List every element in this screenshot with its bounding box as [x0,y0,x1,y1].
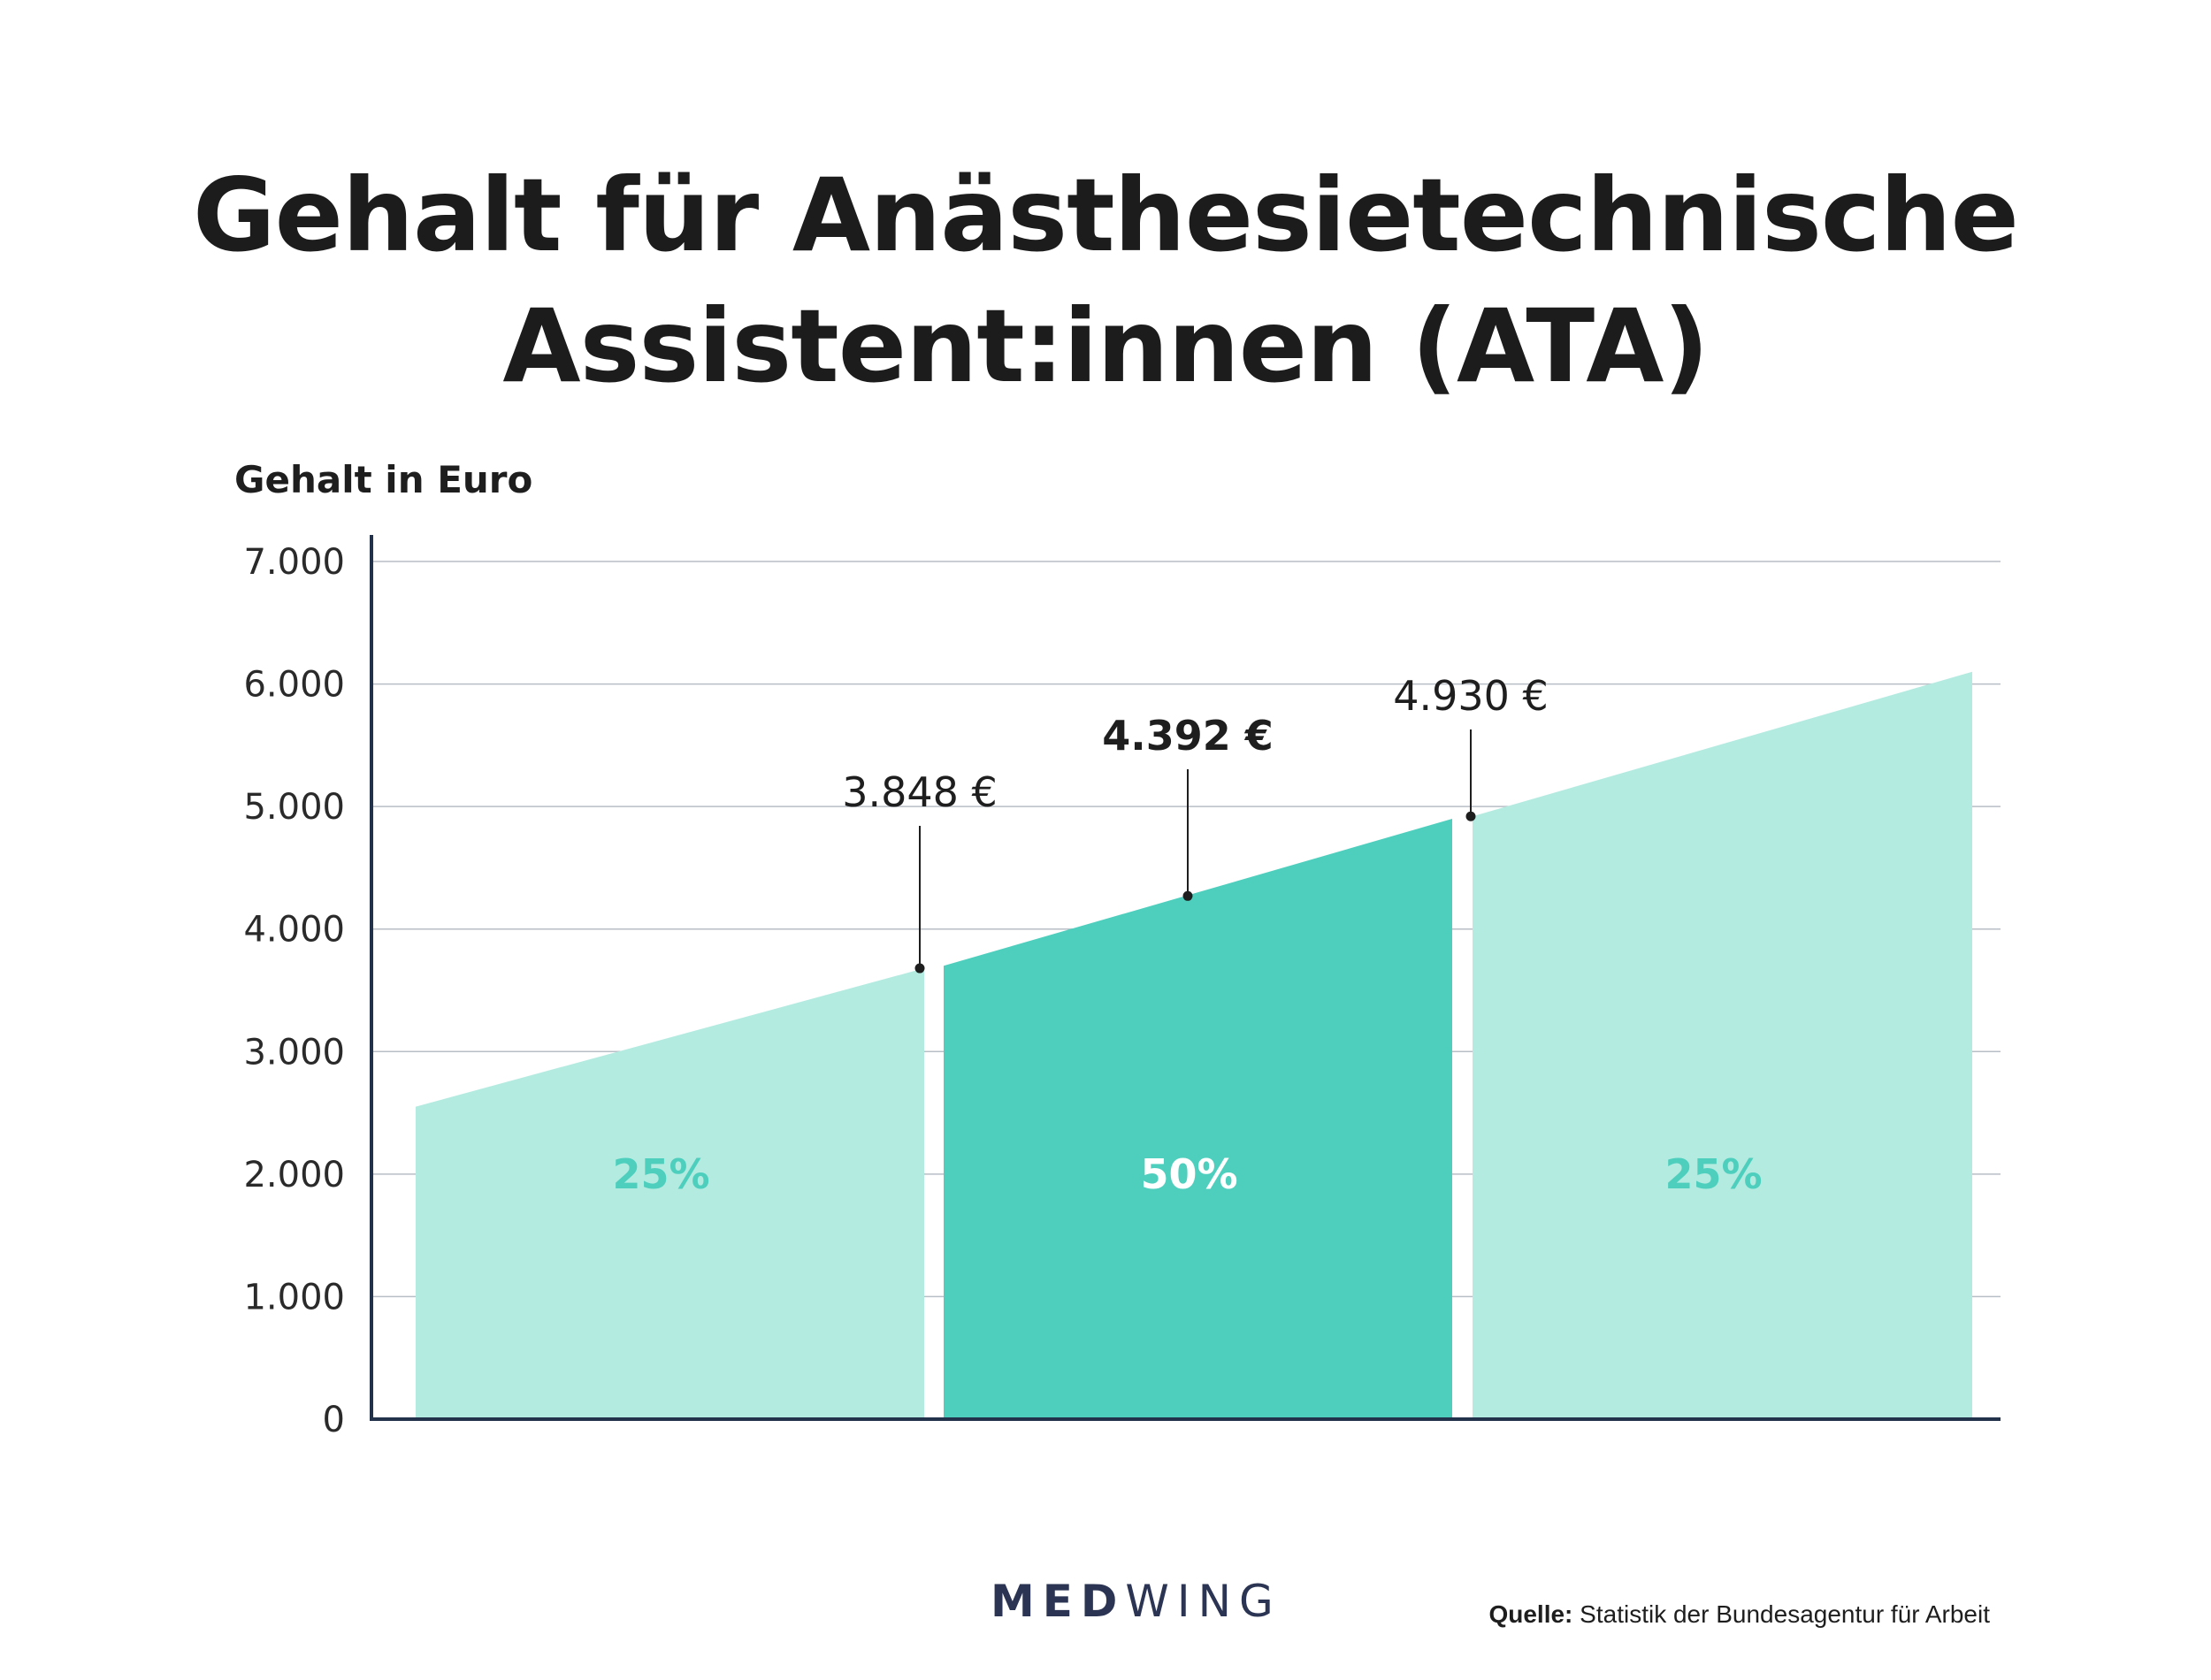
source-label: Quelle: [1488,1600,1573,1628]
chart-title: Gehalt für Anästhesietechnische Assisten… [0,150,2211,412]
source-note: Quelle: Statistik der Bundesagentur für … [1488,1600,1990,1629]
y-axis-label: Gehalt in Euro [234,458,532,501]
annotation-dot [1465,811,1476,821]
segment-share-label: 25% [612,1150,709,1198]
annotation-label: 4.392 € [1102,712,1274,760]
y-tick-label: 1.000 [243,1277,345,1317]
y-tick-label: 6.000 [243,665,345,706]
medwing-logo: MEDWING [991,1576,1281,1627]
area-segment [416,968,924,1419]
area-segment [1473,671,1972,1419]
y-tick-label: 7.000 [243,542,345,583]
annotation-label: 4.930 € [1393,672,1549,720]
y-tick-label: 4.000 [243,910,345,951]
y-tick-label: 0 [323,1400,345,1440]
title-line-2: Assistent:innen (ATA) [502,287,1709,405]
logo-part-bold: MED [991,1576,1126,1627]
area-segment [944,819,1452,1419]
segment-share-label: 25% [1664,1150,1762,1198]
y-tick-label: 2.000 [243,1155,345,1195]
annotation-dot [1182,890,1193,901]
annotation-dot [914,963,925,974]
y-tick-label: 3.000 [243,1032,345,1073]
segment-share-label: 50% [1140,1150,1237,1198]
source-text: Statistik der Bundesagentur für Arbeit [1572,1600,1990,1628]
logo-part-light: WING [1125,1576,1281,1627]
annotation-label: 3.848 € [842,768,998,816]
y-tick-label: 5.000 [243,787,345,828]
title-line-1: Gehalt für Anästhesietechnische [193,157,2019,274]
